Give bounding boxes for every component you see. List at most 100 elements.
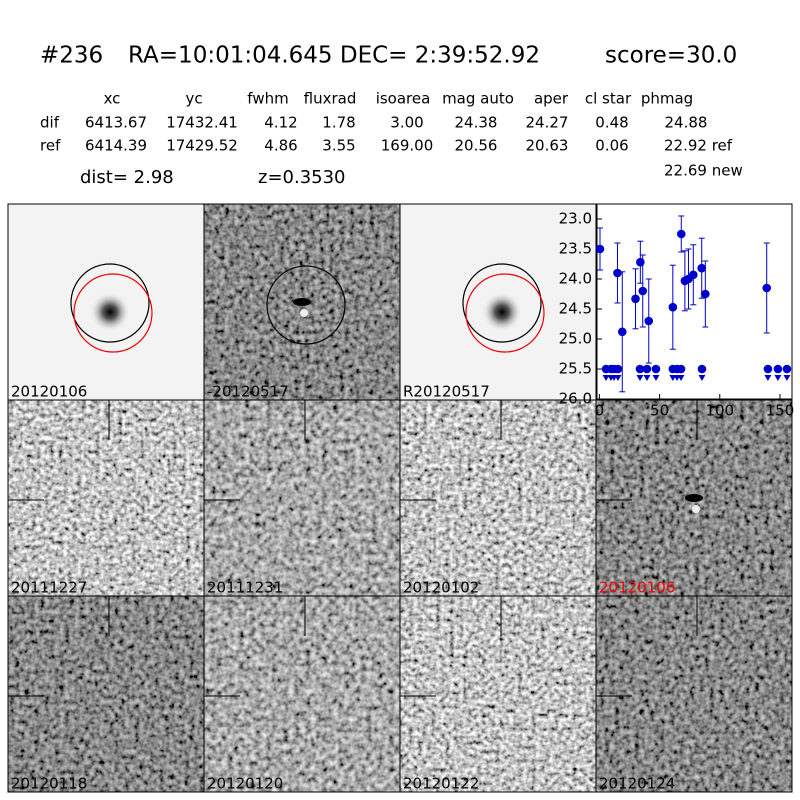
upper-limit: [642, 364, 652, 374]
residual-bright: [692, 505, 700, 513]
aperture: [462, 263, 542, 343]
table-cell: 3.00: [390, 114, 423, 132]
image-stamp: 20111227: [7, 399, 205, 597]
table-cell: 6413.67: [85, 114, 147, 132]
stamp-bg: [400, 596, 596, 792]
data-point: [701, 289, 710, 299]
column-header: xc: [104, 90, 121, 108]
data-point: [638, 286, 648, 296]
table-cell: 17429.52: [166, 137, 238, 155]
image-stamp: 20111231: [203, 399, 401, 597]
aperture-ref: [73, 273, 153, 353]
table-cell: 6414.39: [85, 137, 147, 155]
upper-limit: [697, 364, 707, 374]
stamp-label: -20120517: [207, 383, 289, 401]
column-header: aper: [534, 90, 569, 108]
stamp-label: 20120102: [403, 579, 479, 597]
residual-dark: [685, 494, 703, 502]
stamp-bg: [204, 400, 400, 596]
table-cell: 169.00: [381, 137, 434, 155]
limit-arrow: [602, 375, 610, 381]
data-point: [595, 244, 605, 254]
data-point: [644, 316, 654, 326]
limit-arrow: [774, 375, 782, 381]
y-tick-label: 24.5: [559, 300, 592, 318]
header-id: #236: [40, 43, 103, 69]
limit-arrow: [636, 375, 644, 381]
dist: dist= 2.98: [80, 167, 174, 188]
aperture-ref: [465, 273, 545, 353]
data-point: [631, 294, 640, 304]
stamp-label: 20111231: [207, 579, 283, 597]
column-header: fluxrad: [304, 90, 357, 108]
data-point: [762, 283, 772, 293]
stamp-label: 20120120: [207, 775, 283, 793]
stamp-bg: [204, 596, 400, 792]
table-cell: 17432.41: [166, 114, 238, 132]
upper-limit: [773, 364, 783, 374]
residual-dark: [293, 298, 311, 306]
data-point: [676, 229, 686, 239]
image-stamp: 20120106: [595, 399, 793, 597]
source-blob: [482, 292, 522, 332]
row-label: ref: [40, 137, 61, 155]
y-tick-label: 25.0: [559, 330, 592, 348]
stamp-label: R20120517: [403, 383, 490, 401]
data-point: [636, 257, 645, 267]
aperture: [266, 265, 346, 345]
stamp-frame: [595, 595, 793, 793]
table-cell: 20.56: [455, 137, 498, 155]
table-cell: 24.27: [526, 114, 569, 132]
data-point: [613, 268, 622, 278]
y-tick-label: 26.0: [559, 390, 592, 408]
column-header: isoarea: [376, 90, 431, 108]
table-cell: 3.55: [322, 137, 355, 155]
data-point: [688, 270, 698, 280]
image-stamp: 20120120: [203, 595, 401, 793]
header-score: score=30.0: [605, 43, 737, 69]
column-header: yc: [185, 90, 202, 108]
source-blob: [90, 292, 130, 332]
table-cell: 24.38: [455, 114, 498, 132]
limit-arrow: [652, 375, 660, 381]
stamp-bg: [8, 400, 204, 596]
table-cell: 20.63: [526, 137, 569, 155]
stamp-label: 20111227: [11, 579, 87, 597]
x-tick-label: 100: [705, 402, 734, 420]
limit-arrow: [764, 375, 772, 381]
column-header: mag auto: [442, 90, 514, 108]
residual-bright: [300, 309, 308, 317]
stamp-label: 20120106: [11, 383, 87, 401]
upper-limit: [613, 364, 623, 374]
column-header: fwhm: [247, 90, 288, 108]
limit-arrow: [783, 375, 791, 381]
y-tick-label: 23.5: [559, 240, 592, 258]
x-tick-label: 150: [766, 402, 795, 420]
limit-arrow: [643, 375, 651, 381]
stamp-label: 20120124: [599, 775, 675, 793]
data-point: [697, 263, 707, 273]
stamp-bg: [596, 596, 792, 792]
upper-limit: [782, 364, 792, 374]
limit-arrow: [614, 375, 622, 381]
upper-limit: [676, 364, 686, 374]
limit-arrow: [698, 375, 706, 381]
image-stamp: 20120102: [399, 399, 597, 597]
limit-arrow: [677, 375, 685, 381]
stamp-label: 20120118: [11, 775, 87, 793]
upper-limit: [763, 364, 773, 374]
table-cell: 22.92 ref: [664, 137, 733, 155]
x-tick-label: 0: [595, 402, 605, 420]
aperture: [70, 263, 150, 343]
row-label: dif: [40, 114, 60, 132]
data-point: [617, 327, 627, 337]
plot-bg: [596, 203, 793, 400]
stamp-label: 20120106: [599, 579, 675, 597]
table-note: 22.69 new: [664, 162, 743, 180]
image-stamp: 20120118: [7, 595, 205, 793]
table-cell: 4.12: [264, 114, 297, 132]
table-cell: 4.86: [264, 137, 297, 155]
image-stamp: 20120124: [595, 595, 793, 793]
image-stamp: R20120517: [399, 203, 597, 401]
